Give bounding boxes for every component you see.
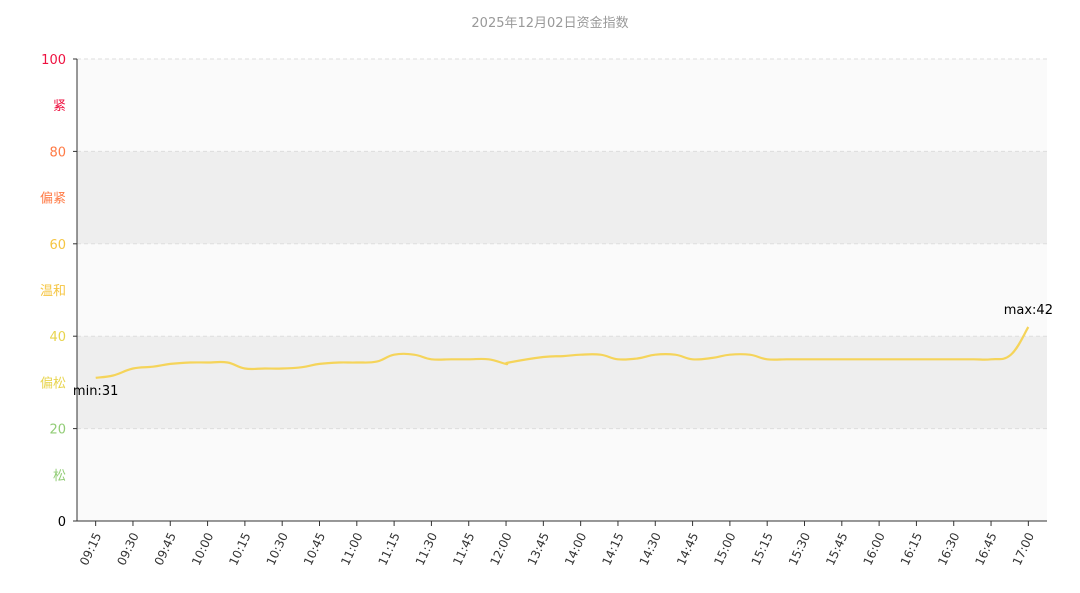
x-tick-label-1: 09:30 [114,530,141,567]
annotation-0: min:31 [73,384,118,399]
zone-label-4: 紧 [53,99,66,114]
series-line-0 [95,326,1030,379]
x-tick-label-25: 17:00 [1010,530,1037,567]
x-tick-label-23: 16:30 [935,530,962,567]
chart-title: 2025年12月02日资金指数 [471,16,629,31]
zone-label-3: 偏紧 [40,192,66,207]
zone-band-0 [77,428,1047,521]
x-tick-label-12: 13:45 [525,530,552,567]
zone-band-4 [77,59,1047,152]
zone-label-2: 温和 [40,284,66,299]
zone-label-0: 松 [53,469,66,484]
x-tick-label-22: 16:15 [898,530,925,567]
annotation-1: max:42 [1004,303,1053,318]
x-tick-label-17: 15:00 [711,530,738,567]
x-tick-label-5: 10:30 [264,530,291,567]
x-tick-label-8: 11:15 [376,530,403,567]
x-tick-label-21: 16:00 [861,530,888,567]
zone-band-1 [77,336,1047,429]
x-tick-label-3: 10:00 [189,530,216,567]
x-tick-label-24: 16:45 [972,530,999,567]
x-tick-label-18: 15:15 [749,530,776,567]
x-tick-label-6: 10:45 [301,530,328,567]
y-tick-label-1: 20 [49,423,66,438]
zone-band-3 [77,151,1047,244]
y-tick-label-2: 40 [49,330,66,345]
x-tick-label-10: 11:45 [450,530,477,567]
x-tick-label-11: 12:00 [487,530,514,567]
x-tick-label-13: 14:00 [562,530,589,567]
x-tick-label-15: 14:30 [637,530,664,567]
y-tick-label-3: 60 [49,238,66,253]
x-tick-label-20: 15:45 [823,530,850,567]
y-tick-label-5: 100 [41,53,66,68]
x-tick-label-7: 11:00 [338,530,365,567]
x-tick-label-0: 09:15 [77,530,104,567]
x-tick-label-9: 11:30 [413,530,440,567]
zone-band-2 [77,243,1047,337]
x-tick-label-4: 10:15 [226,530,253,567]
x-tick-label-16: 14:45 [674,530,701,567]
y-tick-label-0: 0 [58,515,66,530]
zone-label-1: 偏松 [40,376,66,391]
y-tick-label-4: 80 [49,145,66,160]
x-tick-label-14: 14:15 [599,530,626,567]
x-tick-label-19: 15:30 [786,530,813,567]
x-tick-label-2: 09:45 [152,530,179,567]
